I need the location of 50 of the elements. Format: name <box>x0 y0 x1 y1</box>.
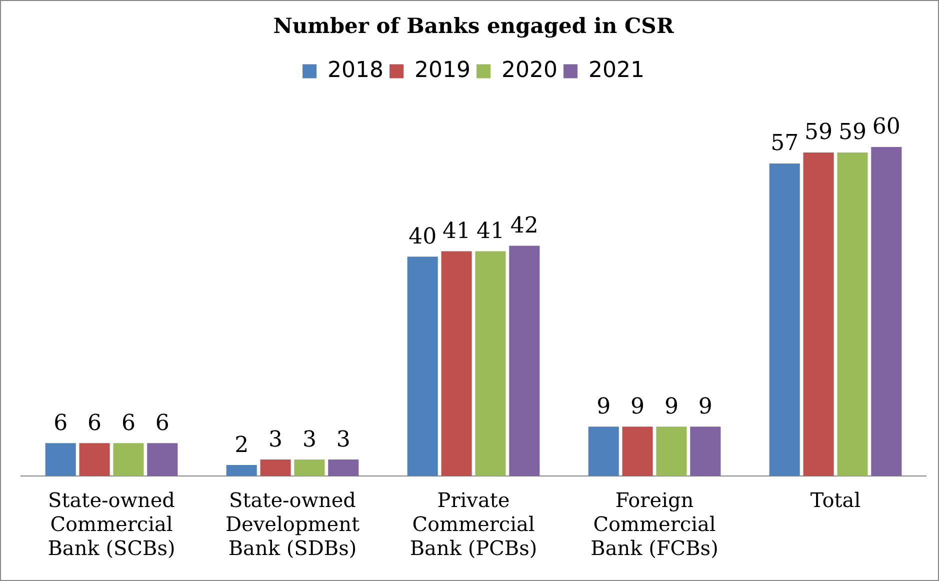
bar <box>871 147 902 476</box>
data-label: 3 <box>268 427 283 452</box>
x-tick-label: Foreign Commercial Bank (FCBs) <box>590 488 718 560</box>
data-label: 59 <box>838 120 866 146</box>
data-label: 3 <box>336 427 350 452</box>
bar <box>407 256 438 476</box>
data-label: 6 <box>155 410 170 436</box>
data-label: 60 <box>872 114 900 140</box>
data-label: 41 <box>476 218 504 244</box>
legend-label: 2018 <box>328 58 384 83</box>
data-label: 6 <box>88 410 102 436</box>
bar <box>260 460 291 476</box>
data-label: 59 <box>804 120 833 146</box>
bar <box>328 460 359 476</box>
data-label: 9 <box>630 394 645 420</box>
bar <box>509 246 540 476</box>
bar <box>837 152 868 476</box>
chart-title: Number of Banks engaged in CSR <box>273 13 674 38</box>
data-label: 57 <box>770 131 799 156</box>
bar <box>226 465 257 476</box>
bar <box>803 152 834 476</box>
data-label: 9 <box>664 394 678 420</box>
bar <box>475 251 506 476</box>
data-label: 3 <box>302 427 316 452</box>
x-tick-label: Total <box>810 488 861 512</box>
data-label: 6 <box>121 410 136 436</box>
bar <box>656 426 687 476</box>
bar <box>113 443 144 476</box>
bar <box>769 163 800 476</box>
legend-label: 2021 <box>588 58 644 83</box>
x-tick-label: State-owned Commercial Bank (SCBs) <box>48 488 176 560</box>
bar <box>690 426 721 476</box>
data-label: 40 <box>408 224 437 250</box>
data-label: 2 <box>234 432 249 458</box>
x-tick-label: Private Commercial Bank (PCBs) <box>410 488 538 560</box>
bar <box>45 443 76 476</box>
legend-label: 2019 <box>414 58 471 83</box>
bar <box>622 426 653 476</box>
bar <box>588 426 619 476</box>
data-label: 6 <box>54 410 68 436</box>
x-tick-label: State-owned Development Bank (SDBs) <box>226 488 360 560</box>
bar <box>79 443 110 476</box>
bar <box>294 460 325 476</box>
data-label: 42 <box>510 213 538 238</box>
bar <box>441 251 472 476</box>
data-label: 41 <box>442 218 471 244</box>
data-label: 9 <box>596 394 611 420</box>
bar <box>147 443 178 476</box>
legend-label: 2020 <box>502 58 558 83</box>
data-label: 9 <box>698 394 712 420</box>
